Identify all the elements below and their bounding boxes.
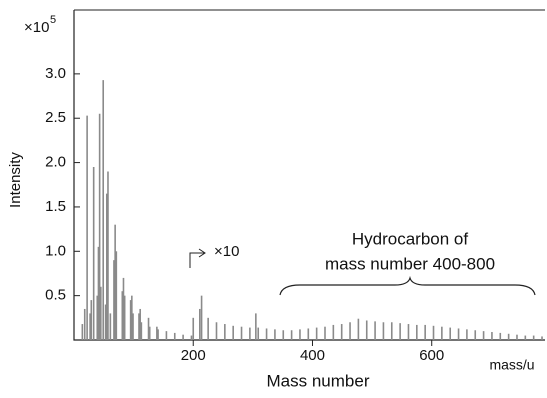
x-tick-label: 400 (300, 347, 325, 364)
y-axis-label: Intensity (7, 152, 24, 208)
y-tick-label: 1.5 (45, 198, 66, 215)
axes (73, 10, 545, 341)
y-multiplier: ×10 (24, 19, 49, 36)
y-tick-label: 1.0 (45, 242, 66, 259)
x-unit: mass/u (489, 357, 534, 373)
y-multiplier-exp: 5 (50, 14, 56, 26)
y-tick-label: 2.5 (45, 109, 66, 126)
x10-arrow (189, 248, 206, 268)
y-tick-label: 0.5 (45, 287, 66, 304)
y-tick-label: 2.0 (45, 154, 66, 171)
x-tick-label: 200 (181, 347, 206, 364)
x-tick-label: 600 (419, 347, 444, 364)
annotation: mass number 400-800 (325, 254, 495, 273)
y-tick-label: 3.0 (45, 65, 66, 82)
annotation: ×10 (214, 243, 239, 260)
brace (279, 275, 536, 296)
annotation: Hydrocarbon of (352, 229, 469, 248)
x-axis-label: Mass number (267, 371, 370, 390)
